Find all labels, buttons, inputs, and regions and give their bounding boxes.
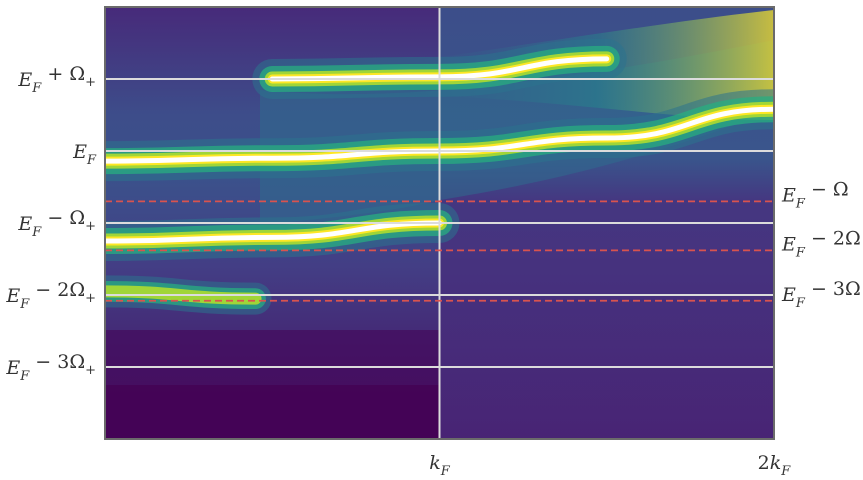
- left-tick-ef-plus-omega-plus: EF + Ω+: [17, 63, 96, 96]
- tick-labels: EF + Ω+ EF EF − Ω+ EF − 2Ω+ EF − 3Ω+ EF − Ω EF…: [5, 63, 860, 479]
- x-tick-2kF: 2kF: [758, 452, 792, 479]
- right-tick-ef-minus-3omega: EF − 3Ω: [781, 278, 861, 311]
- left-tick-ef-minus-2omega-plus: EF − 2Ω+: [5, 279, 96, 312]
- x-tick-kF: kF: [429, 452, 451, 479]
- left-tick-ef: EF: [72, 141, 97, 168]
- reference-lines: [105, 7, 774, 439]
- plot-frame: [104, 6, 775, 440]
- band-replica-1-layer-4: [105, 220, 442, 244]
- left-tick-ef-minus-3omega-plus: EF − 3Ω+: [5, 351, 96, 384]
- right-tick-ef-minus-2omega: EF − 2Ω: [781, 227, 861, 260]
- left-tick-ef-minus-omega-plus: EF − Ω+: [17, 207, 96, 240]
- lower-left-darker-region: [105, 385, 440, 439]
- right-tick-ef-minus-omega: EF − Ω: [781, 178, 849, 211]
